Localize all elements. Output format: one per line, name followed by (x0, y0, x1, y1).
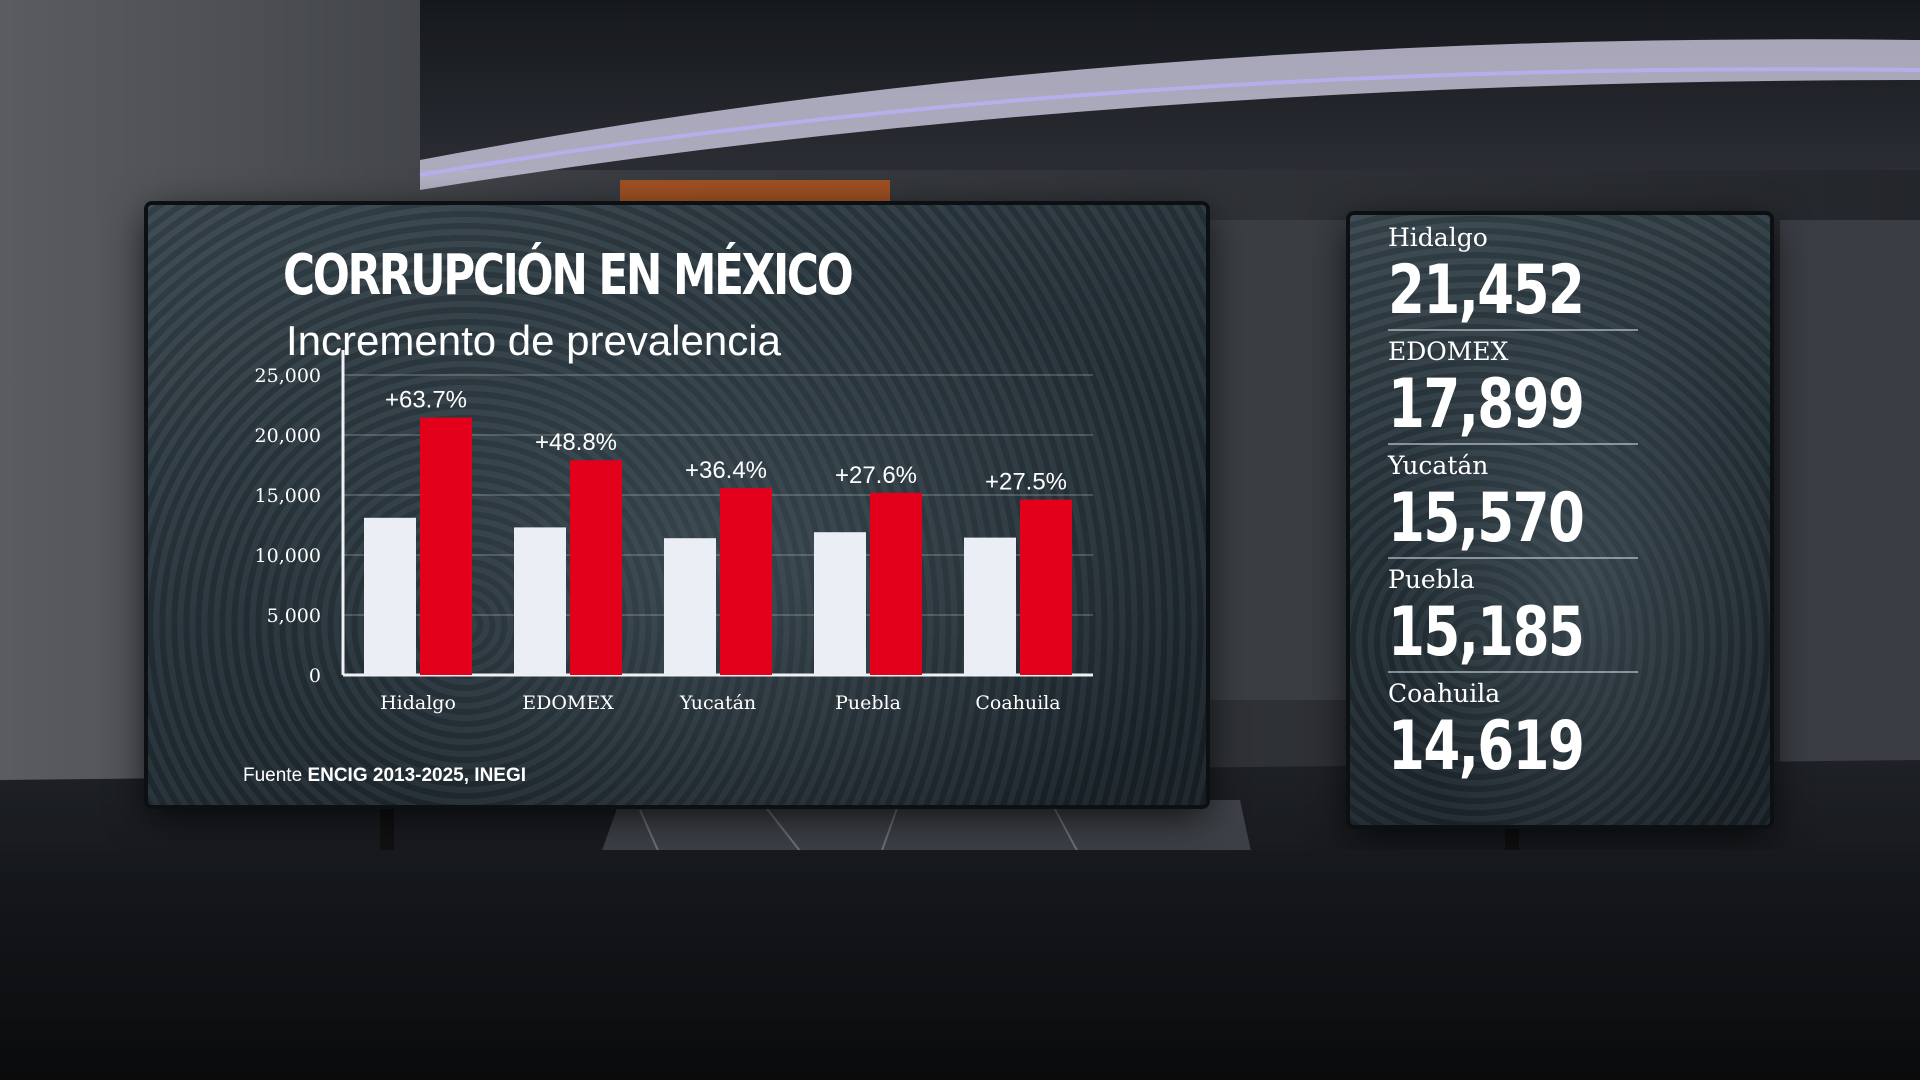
x-tick-label: Hidalgo (380, 692, 456, 714)
bar-hidalgo-current (420, 417, 472, 675)
bar-puebla-base (814, 532, 866, 675)
bar-coahuila-base (964, 537, 1016, 675)
y-tick-label: 25,000 (255, 365, 321, 387)
bar-coahuila-current (1020, 499, 1072, 675)
bar-puebla-current (870, 492, 922, 675)
y-tick-label: 20,000 (255, 425, 321, 447)
y-tick-label: 0 (309, 665, 321, 687)
stat-item-edomex: EDOMEX 17,899 (1388, 337, 1638, 445)
x-tick-label: Yucatán (679, 692, 756, 714)
stat-label: Yucatán (1388, 451, 1489, 480)
source-prefix: Fuente (243, 765, 303, 786)
stat-label: Hidalgo (1388, 223, 1488, 252)
y-tick-label: 10,000 (255, 545, 321, 567)
percent-annotation: +27.5% (985, 469, 1067, 496)
y-tick-label: 5,000 (267, 605, 321, 627)
y-tick-label: 15,000 (255, 485, 321, 507)
main-chart-screen: CORRUPCIÓN EN MÉXICO Incremento de preva… (148, 205, 1206, 805)
stat-item-hidalgo: Hidalgo 21,452 (1388, 223, 1638, 331)
stat-label: Puebla (1388, 565, 1475, 594)
stat-item-yucatan: Yucatán 15,570 (1388, 451, 1638, 559)
bar-edomex-current (570, 460, 622, 675)
background-photo (1350, 215, 1770, 825)
stat-item-coahuila: Coahuila 14,619 (1388, 679, 1638, 785)
bar-yucatán-base (664, 538, 716, 675)
bar-yucatán-current (720, 488, 772, 675)
percent-annotation: +36.4% (685, 457, 767, 484)
x-tick-label: Coahuila (975, 692, 1060, 714)
floor-reflection (0, 850, 1920, 1080)
source-text: ENCIG 2013-2025, INEGI (307, 765, 527, 786)
percent-annotation: +48.8% (535, 429, 617, 456)
stat-value: 14,619 (1388, 707, 1585, 786)
stat-value: 21,452 (1388, 251, 1585, 330)
bar-chart: 0 5,000 10,000 15,000 20,000 25,000 +63.7% Hida… (255, 350, 1093, 714)
stat-item-puebla: Puebla 15,185 (1388, 565, 1638, 673)
source-note: Fuente ENCIG 2013-2025, INEGI (243, 765, 526, 787)
stat-value: 17,899 (1388, 365, 1585, 444)
chart-title: CORRUPCIÓN EN MÉXICO (283, 243, 854, 308)
percent-annotation: +63.7% (385, 387, 467, 414)
x-tick-label: Puebla (835, 692, 901, 714)
stat-label: Coahuila (1388, 679, 1501, 708)
bar-edomex-base (514, 527, 566, 675)
x-tick-label: EDOMEX (522, 692, 614, 714)
percent-annotation: +27.6% (835, 462, 917, 489)
stats-side-screen: Hidalgo 21,452 EDOMEX 17,899 Yucatán 15,… (1350, 215, 1770, 825)
chart-subtitle: Incremento de prevalencia (286, 317, 781, 364)
stat-value: 15,185 (1388, 593, 1585, 672)
stat-label: EDOMEX (1388, 337, 1509, 366)
bar-hidalgo-base (364, 517, 416, 675)
stat-value: 15,570 (1388, 479, 1585, 558)
